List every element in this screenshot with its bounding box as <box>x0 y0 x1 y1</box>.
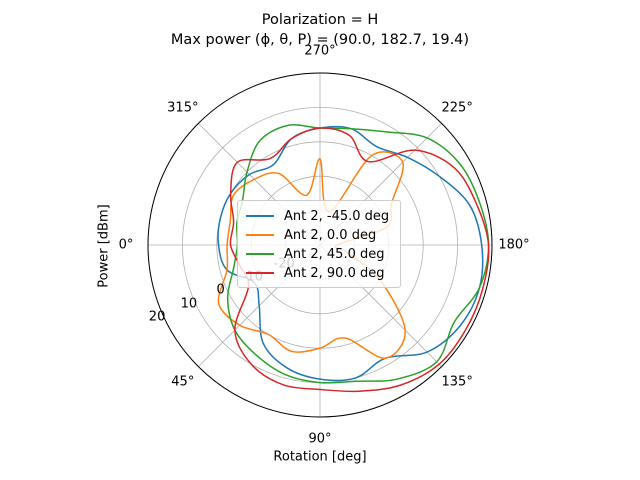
series-line-1 <box>217 125 484 382</box>
theta-tick-label: 270° <box>304 43 336 59</box>
polar-frame <box>147 72 493 418</box>
r-tick-label: 10 <box>180 296 198 312</box>
legend-label: Ant 2, 90.0 deg <box>284 265 385 281</box>
y-axis-label: Power [dBm] <box>96 204 112 288</box>
theta-tick-label: 225° <box>441 100 473 116</box>
theta-tick-label: 135° <box>441 374 473 390</box>
series-line-4 <box>229 127 490 393</box>
chart-subtitle: Max power (ϕ, θ, P) = (90.0, 182.7, 19.4… <box>170 32 470 48</box>
theta-tick-label: 315° <box>167 100 199 116</box>
legend-item: Ant 2, 45.0 deg <box>246 245 384 263</box>
legend-swatch <box>246 253 274 255</box>
legend-swatch <box>246 234 274 236</box>
legend: Ant 2, -45.0 deg Ant 2, 0.0 deg Ant 2, 45.… <box>237 200 401 288</box>
legend-swatch <box>246 272 274 274</box>
legend-item: Ant 2, -45.0 deg <box>246 207 389 225</box>
theta-tick-label: 180° <box>498 237 530 253</box>
x-axis-label: Rotation [deg] <box>273 449 367 465</box>
r-tick-label: 20 <box>148 309 166 325</box>
theta-tick-label: 45° <box>171 374 195 390</box>
legend-label: Ant 2, 0.0 deg <box>284 227 377 243</box>
theta-tick-label: 90° <box>308 431 332 447</box>
legend-swatch <box>246 215 274 217</box>
legend-item: Ant 2, 90.0 deg <box>246 264 384 282</box>
legend-label: Ant 2, -45.0 deg <box>284 208 390 224</box>
theta-tick-label: 0° <box>118 237 134 253</box>
chart-title: Polarization = H <box>261 12 379 28</box>
legend-item: Ant 2, 0.0 deg <box>246 226 376 244</box>
r-tick-label: 0 <box>216 282 225 298</box>
legend-label: Ant 2, 45.0 deg <box>284 246 385 262</box>
